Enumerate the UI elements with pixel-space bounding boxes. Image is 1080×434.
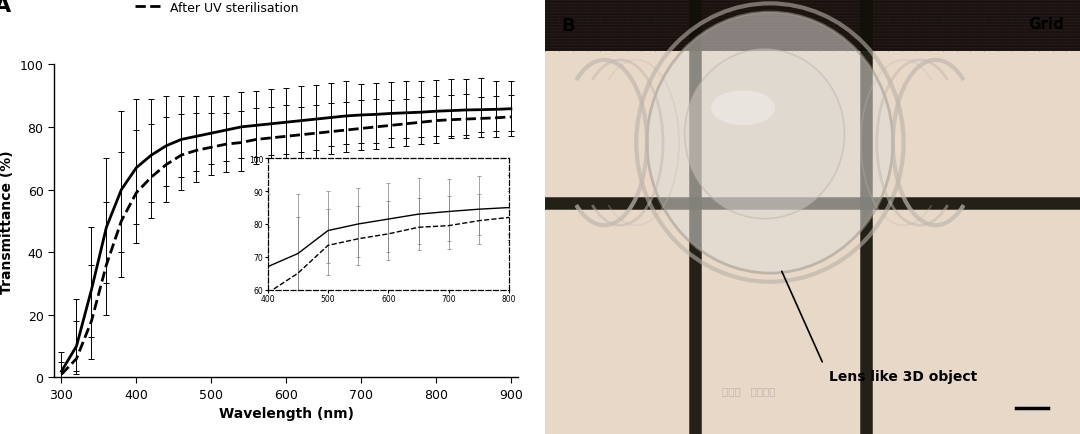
Text: B: B <box>562 17 575 35</box>
Ellipse shape <box>685 50 845 219</box>
X-axis label: Wavelength (nm): Wavelength (nm) <box>218 407 354 421</box>
Text: 公众号   青白枕用: 公众号 青白枕用 <box>721 386 775 395</box>
Text: A: A <box>0 0 11 16</box>
Bar <box>545 0 1080 52</box>
Legend: Before UV sterilisation, After UV sterilisation: Before UV sterilisation, After UV steril… <box>130 0 314 20</box>
Text: Lens like 3D object: Lens like 3D object <box>828 369 977 383</box>
Text: Grid: Grid <box>1028 17 1064 32</box>
Ellipse shape <box>647 13 893 273</box>
Ellipse shape <box>711 91 775 126</box>
Y-axis label: Transmittance (%): Transmittance (%) <box>0 150 14 293</box>
